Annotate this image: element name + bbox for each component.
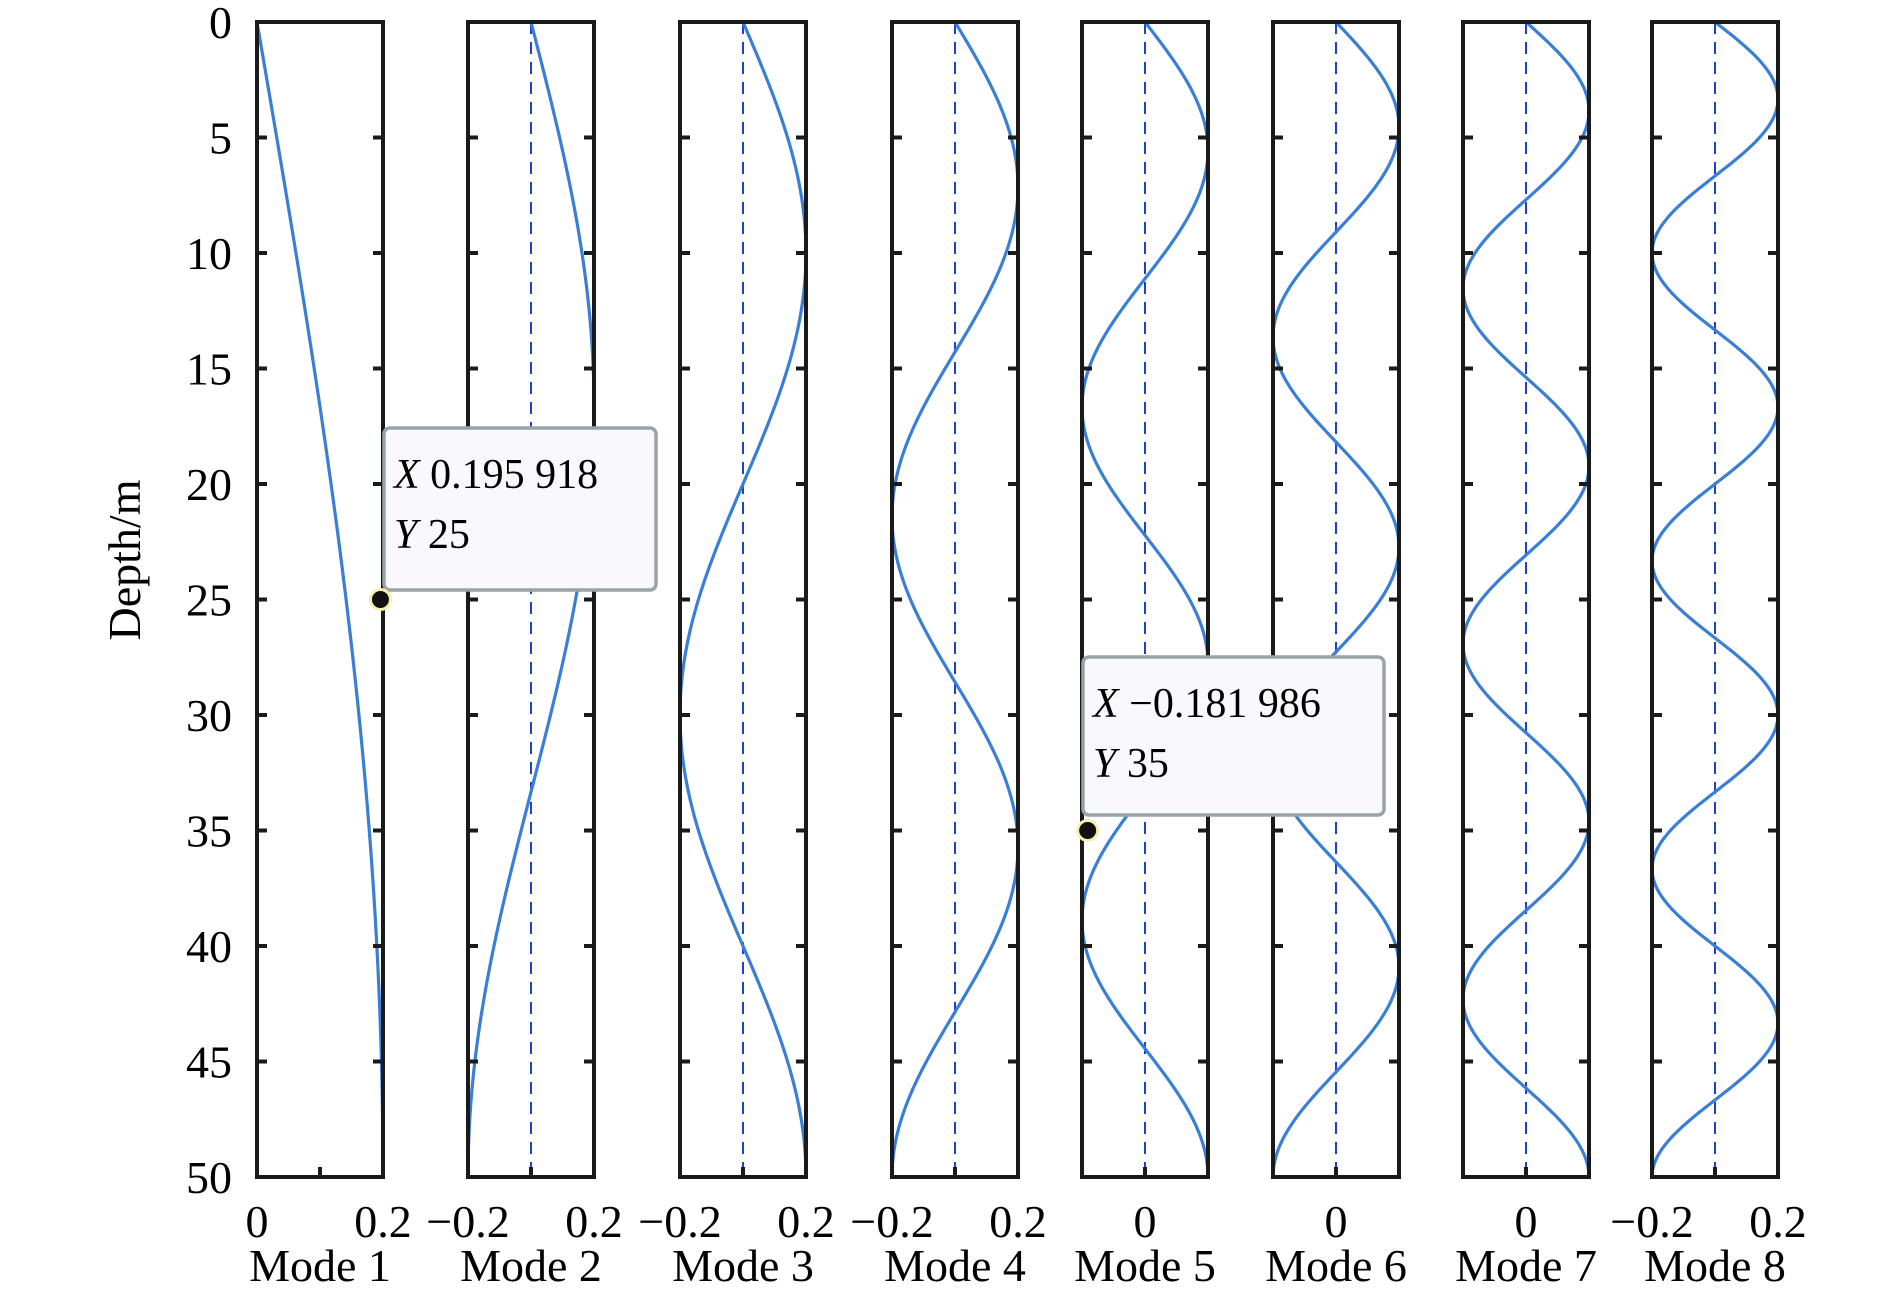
y-axis-label: Depth/m xyxy=(99,479,150,640)
y-tick-label: 20 xyxy=(186,459,232,510)
datatips-group: X 0.195 918 Y 25 X −0.181 986 Y 35 xyxy=(368,426,1386,842)
y-tick-label: 10 xyxy=(186,228,232,279)
x-tick-label: −0.2 xyxy=(638,1196,721,1247)
y-tick-label: 5 xyxy=(209,113,232,164)
y-tick-label: 15 xyxy=(186,344,232,395)
x-tick-label: 0 xyxy=(1134,1196,1157,1247)
x-tick-label: −0.2 xyxy=(850,1196,933,1247)
y-tick-label: 40 xyxy=(186,921,232,972)
x-tick-label: 0.2 xyxy=(777,1196,835,1247)
y-tick-label: 35 xyxy=(186,806,232,857)
mode-7-curve xyxy=(1461,20,1591,1178)
mode-label: Mode 8 xyxy=(1644,1240,1786,1291)
panel-frame xyxy=(255,20,385,1179)
datatip-y-text: Y 25 xyxy=(394,512,470,558)
x-tick-label: 0.2 xyxy=(989,1196,1047,1247)
x-tick-label: 0.2 xyxy=(354,1196,412,1247)
mode-label: Mode 5 xyxy=(1074,1240,1216,1291)
x-tick-label: 0 xyxy=(1515,1196,1538,1247)
datatip-box xyxy=(382,426,658,592)
x-tick-label: 0.2 xyxy=(1749,1196,1807,1247)
y-tick-label: 0 xyxy=(209,0,232,48)
y-tick-label: 50 xyxy=(186,1152,232,1203)
mode-5-curve xyxy=(1080,21,1210,1178)
x-tick-label: −0.2 xyxy=(1610,1196,1693,1247)
datatip-mode-1[interactable]: X 0.195 918 Y 25 xyxy=(368,426,658,611)
mode-label: Mode 6 xyxy=(1265,1240,1407,1291)
datatip-y-text: Y 35 xyxy=(1093,741,1169,787)
datatip-box xyxy=(1081,655,1386,817)
y-tick-label: 45 xyxy=(186,1037,232,1088)
mode-label: Mode 7 xyxy=(1455,1240,1597,1291)
depth-axis: 0 5 10 15 20 25 30 35 40 45 50 xyxy=(186,0,232,1203)
mode-3-curve xyxy=(678,21,808,1178)
y-tick-label: 30 xyxy=(186,690,232,741)
x-tick-label: −0.2 xyxy=(426,1196,509,1247)
datatip-marker[interactable] xyxy=(368,588,392,611)
datatip-x-text: X −0.181 986 xyxy=(1091,681,1321,727)
mode-8-curve xyxy=(1650,20,1780,1178)
mode-label: Mode 3 xyxy=(672,1240,814,1291)
x-tick-label: 0 xyxy=(1325,1196,1348,1247)
x-tick-label: 0.2 xyxy=(565,1196,623,1247)
datatip-mode-5[interactable]: X −0.181 986 Y 35 xyxy=(1076,655,1386,842)
datatip-marker[interactable] xyxy=(1076,819,1100,842)
mode-2-curve xyxy=(466,21,596,1178)
x-tick-label: 0 xyxy=(246,1196,269,1247)
y-tick-label: 25 xyxy=(186,575,232,626)
mode-label: Mode 4 xyxy=(884,1240,1026,1291)
datatip-x-text: X 0.195 918 xyxy=(392,452,598,498)
mode-4-curve xyxy=(890,21,1020,1178)
mode-label: Mode 2 xyxy=(460,1240,602,1291)
mode-6-curve xyxy=(1271,20,1401,1178)
mode-label: Mode 1 xyxy=(249,1240,391,1291)
mode-1-curve xyxy=(255,21,385,1177)
